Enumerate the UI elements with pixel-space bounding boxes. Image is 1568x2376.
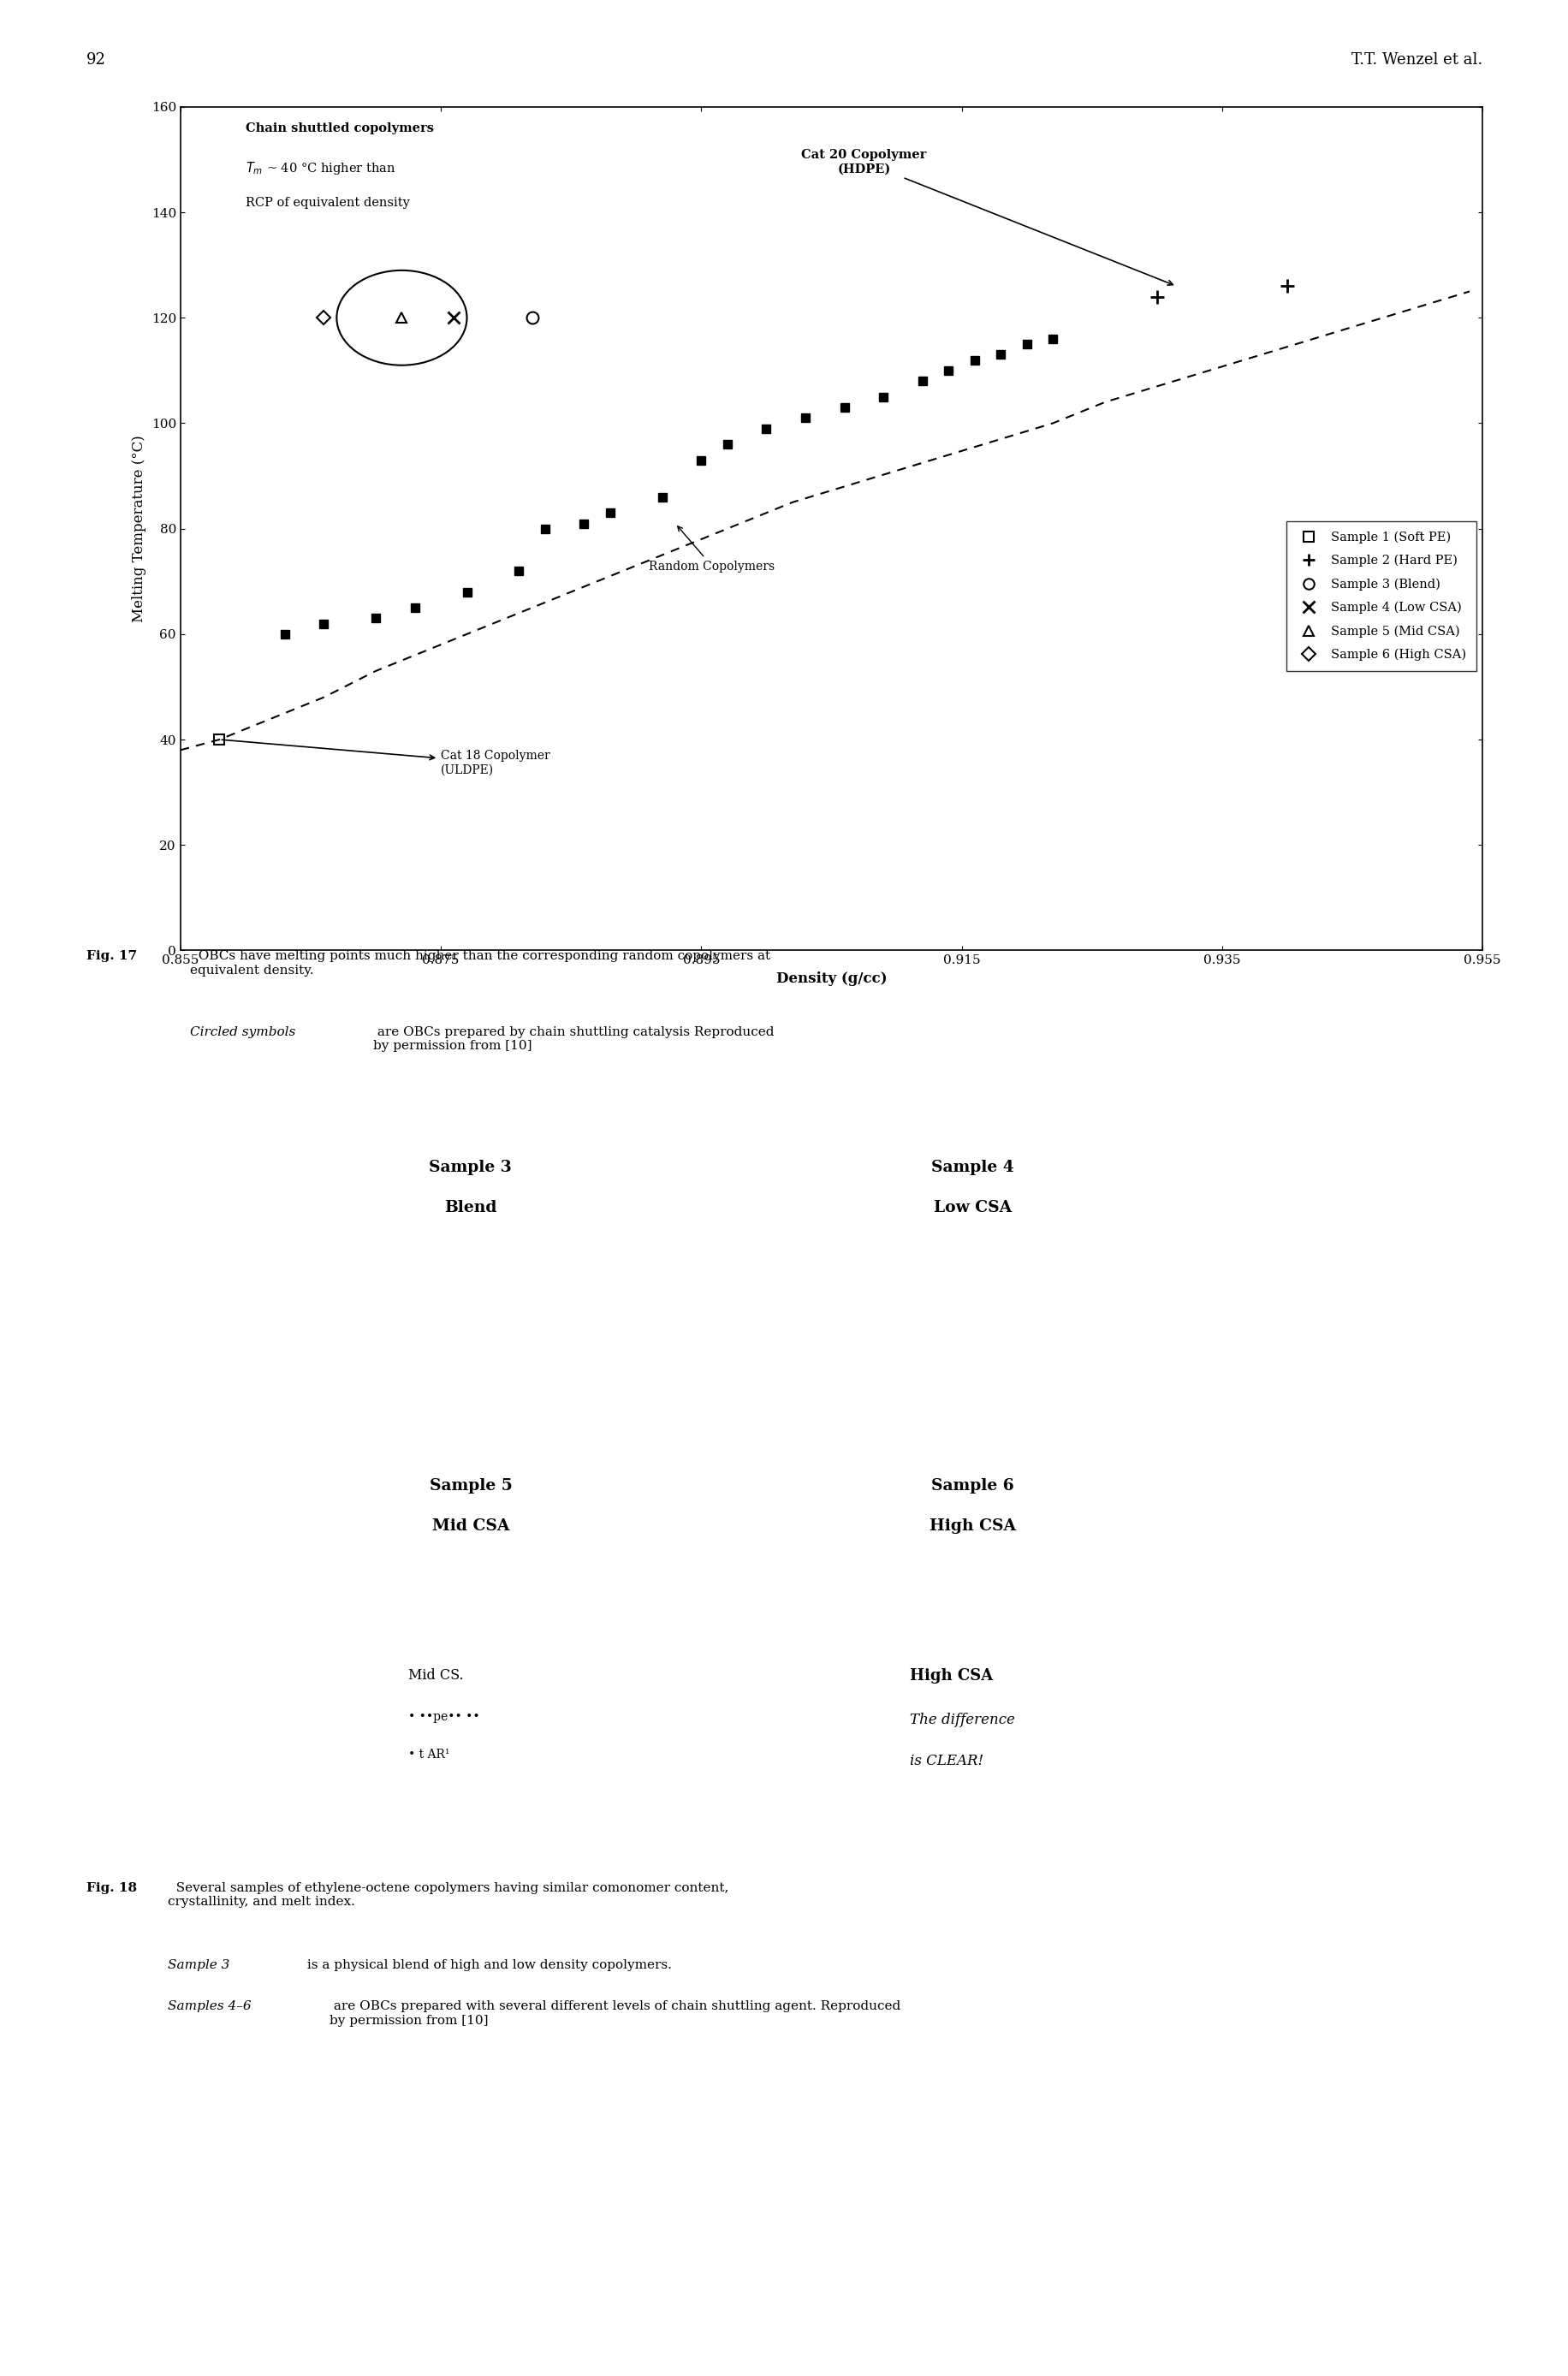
Text: Sample 5: Sample 5 xyxy=(430,1478,511,1492)
Text: Fig. 18: Fig. 18 xyxy=(86,1882,136,1894)
Text: Random Copolymers: Random Copolymers xyxy=(649,525,775,573)
Text: are OBCs prepared with several different levels of chain shuttling agent. Reprod: are OBCs prepared with several different… xyxy=(329,2001,900,2027)
Text: • ••pe•• ••: • ••pe•• •• xyxy=(408,1711,480,1723)
Text: Mid CSA: Mid CSA xyxy=(431,1518,510,1533)
Text: Sample 3: Sample 3 xyxy=(168,1958,229,1972)
Y-axis label: Melting Temperature (°C): Melting Temperature (°C) xyxy=(132,435,146,623)
Text: T.T. Wenzel et al.: T.T. Wenzel et al. xyxy=(1350,52,1482,67)
X-axis label: Density (g/cc): Density (g/cc) xyxy=(776,972,886,986)
Text: OBCs have melting points much higher than the corresponding random copolymers at: OBCs have melting points much higher tha… xyxy=(190,950,770,977)
Text: Cat 20 Copolymer
(HDPE): Cat 20 Copolymer (HDPE) xyxy=(801,150,1173,285)
Text: is CLEAR!: is CLEAR! xyxy=(909,1753,983,1768)
Text: Cat 18 Copolymer
(ULDPE): Cat 18 Copolymer (ULDPE) xyxy=(221,739,550,777)
Text: Sample 3: Sample 3 xyxy=(430,1159,511,1174)
Text: are OBCs prepared by chain shuttling catalysis Reproduced
by permission from [10: are OBCs prepared by chain shuttling cat… xyxy=(373,1026,775,1053)
Text: Mid CS.: Mid CS. xyxy=(408,1668,463,1682)
Text: Sample 4: Sample 4 xyxy=(931,1159,1013,1174)
Text: Circled symbols: Circled symbols xyxy=(190,1026,295,1038)
Text: $T_m$ ~ 40 °C higher than: $T_m$ ~ 40 °C higher than xyxy=(246,159,395,176)
Text: RCP of equivalent density: RCP of equivalent density xyxy=(246,197,409,209)
Text: Blend: Blend xyxy=(444,1200,497,1214)
Text: Sample 6: Sample 6 xyxy=(931,1478,1013,1492)
Text: Samples 4–6: Samples 4–6 xyxy=(168,2001,251,2012)
Text: Several samples of ethylene-octene copolymers having similar comonomer content,
: Several samples of ethylene-octene copol… xyxy=(168,1882,729,1908)
Text: High CSA: High CSA xyxy=(909,1668,993,1682)
Legend: Sample 1 (Soft PE), Sample 2 (Hard PE), Sample 3 (Blend), Sample 4 (Low CSA), Sa: Sample 1 (Soft PE), Sample 2 (Hard PE), … xyxy=(1286,520,1475,670)
Text: The difference: The difference xyxy=(909,1713,1014,1727)
Text: High CSA: High CSA xyxy=(928,1518,1016,1533)
Text: Low CSA: Low CSA xyxy=(933,1200,1011,1214)
Text: is a physical blend of high and low density copolymers.: is a physical blend of high and low dens… xyxy=(303,1958,671,1972)
Text: • t AR¹: • t AR¹ xyxy=(408,1749,448,1761)
Text: Fig. 17: Fig. 17 xyxy=(86,950,136,962)
Text: 92: 92 xyxy=(86,52,105,67)
Text: Chain shuttled copolymers: Chain shuttled copolymers xyxy=(246,124,434,135)
